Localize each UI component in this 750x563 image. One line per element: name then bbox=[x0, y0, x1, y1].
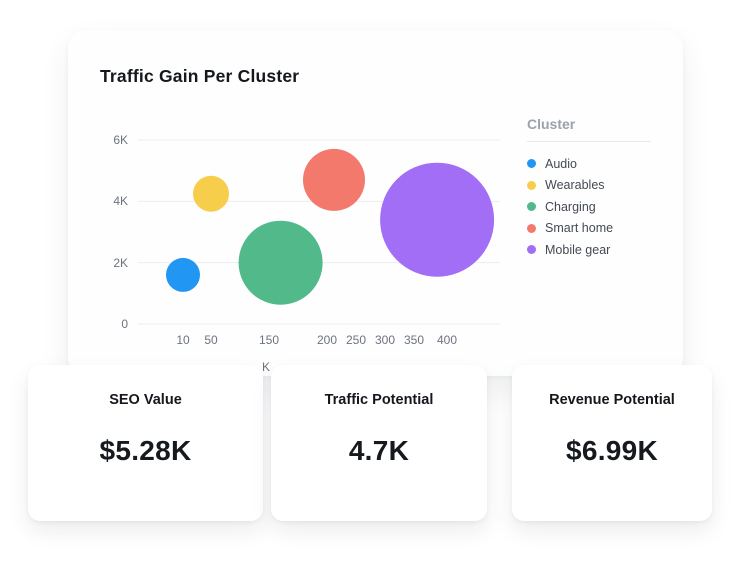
chart-title: Traffic Gain Per Cluster bbox=[100, 66, 300, 86]
stat-label: Traffic Potential bbox=[324, 392, 434, 408]
bubble-charging[interactable] bbox=[238, 220, 323, 305]
bubble-wearables[interactable] bbox=[193, 175, 229, 212]
legend-item-label: Wearables bbox=[545, 178, 605, 193]
legend-dot-icon bbox=[527, 223, 536, 233]
stat-value: 4.7K bbox=[348, 435, 410, 466]
legend-dot-icon bbox=[527, 159, 536, 169]
legend-item-mobile-gear[interactable]: Mobile gear bbox=[527, 239, 659, 261]
stat-label: SEO Value bbox=[109, 392, 182, 408]
legend-item-smart-home[interactable]: Smart home bbox=[527, 218, 659, 240]
legend-item-charging[interactable]: Charging bbox=[527, 196, 659, 218]
legend-item-wearables[interactable]: Wearables bbox=[527, 175, 659, 197]
stat-card-traffic-potential: Traffic Potential 4.7K bbox=[271, 365, 487, 521]
bubble-audio[interactable] bbox=[166, 257, 200, 292]
chart-legend: Cluster Audio Wearables Charging Smart home… bbox=[527, 116, 659, 261]
legend-item-label: Smart home bbox=[545, 221, 614, 236]
legend-item-label: Charging bbox=[545, 199, 596, 214]
legend-item-label: Mobile gear bbox=[545, 242, 611, 257]
legend-item-label: Audio bbox=[545, 156, 577, 171]
legend-title: Cluster bbox=[527, 116, 651, 142]
legend-items: Audio Wearables Charging Smart home Mobile g… bbox=[527, 153, 659, 261]
bubble-mobile-gear[interactable] bbox=[380, 162, 495, 277]
stat-value: $5.28K bbox=[99, 435, 192, 466]
bubble-smart-home[interactable] bbox=[303, 148, 365, 211]
legend-dot-icon bbox=[527, 202, 536, 212]
chart-card: Traffic Gain Per Cluster bbox=[68, 30, 683, 376]
legend-dot-icon bbox=[527, 180, 536, 190]
stat-value: $6.99K bbox=[565, 435, 659, 466]
stat-card-seo-value: SEO Value $5.28K bbox=[28, 365, 263, 521]
legend-item-audio[interactable]: Audio bbox=[527, 153, 659, 175]
legend-dot-icon bbox=[527, 245, 536, 255]
x-axis-unit-label: K bbox=[261, 360, 270, 374]
stat-card-revenue-potential: Revenue Potential $6.99K bbox=[512, 365, 712, 521]
stat-label: Revenue Potential bbox=[549, 392, 675, 408]
